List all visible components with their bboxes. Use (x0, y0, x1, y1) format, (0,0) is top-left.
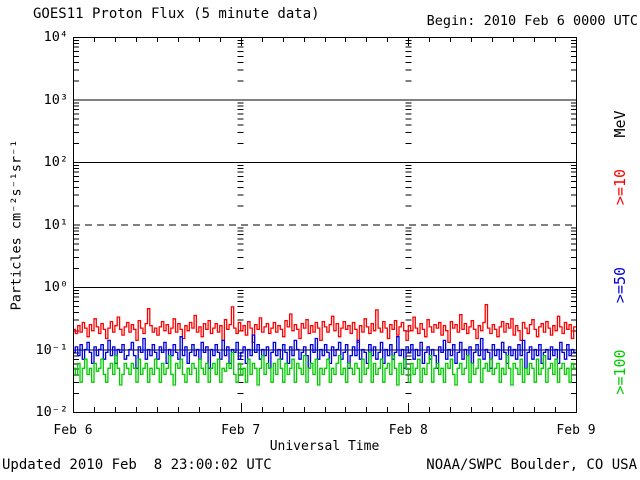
plot-border (73, 37, 577, 413)
y-tick-label: 10⁻² (35, 404, 68, 420)
y-tick-label: 10¹ (43, 216, 68, 233)
y-tick-label: 10⁴ (43, 29, 68, 45)
y-tick-label: 10⁻¹ (35, 341, 68, 358)
x-axis-label: Universal Time (269, 439, 380, 454)
updated-timestamp: Updated 2010 Feb 8 23:00:02 UTC (2, 457, 272, 473)
noaa-credit: NOAA/SWPC Boulder, CO USA (426, 457, 637, 473)
series--10-mev (73, 304, 576, 344)
y-tick-label: 10³ (43, 91, 68, 108)
series--50-mev (73, 334, 576, 369)
chart-title: GOES11 Proton Flux (5 minute data) (33, 6, 320, 22)
x-tick-label: Feb 6 (53, 423, 93, 438)
y-tick-label: 10² (43, 154, 68, 170)
begin-timestamp: Begin: 2010 Feb 6 0000 UTC (426, 13, 638, 29)
y-tick-label: 10⁰ (43, 279, 68, 295)
x-tick-label: Feb 8 (388, 423, 428, 438)
x-tick-label: Feb 7 (221, 423, 261, 438)
series--100-mev (73, 351, 576, 386)
x-tick-label: Feb 9 (556, 423, 596, 438)
